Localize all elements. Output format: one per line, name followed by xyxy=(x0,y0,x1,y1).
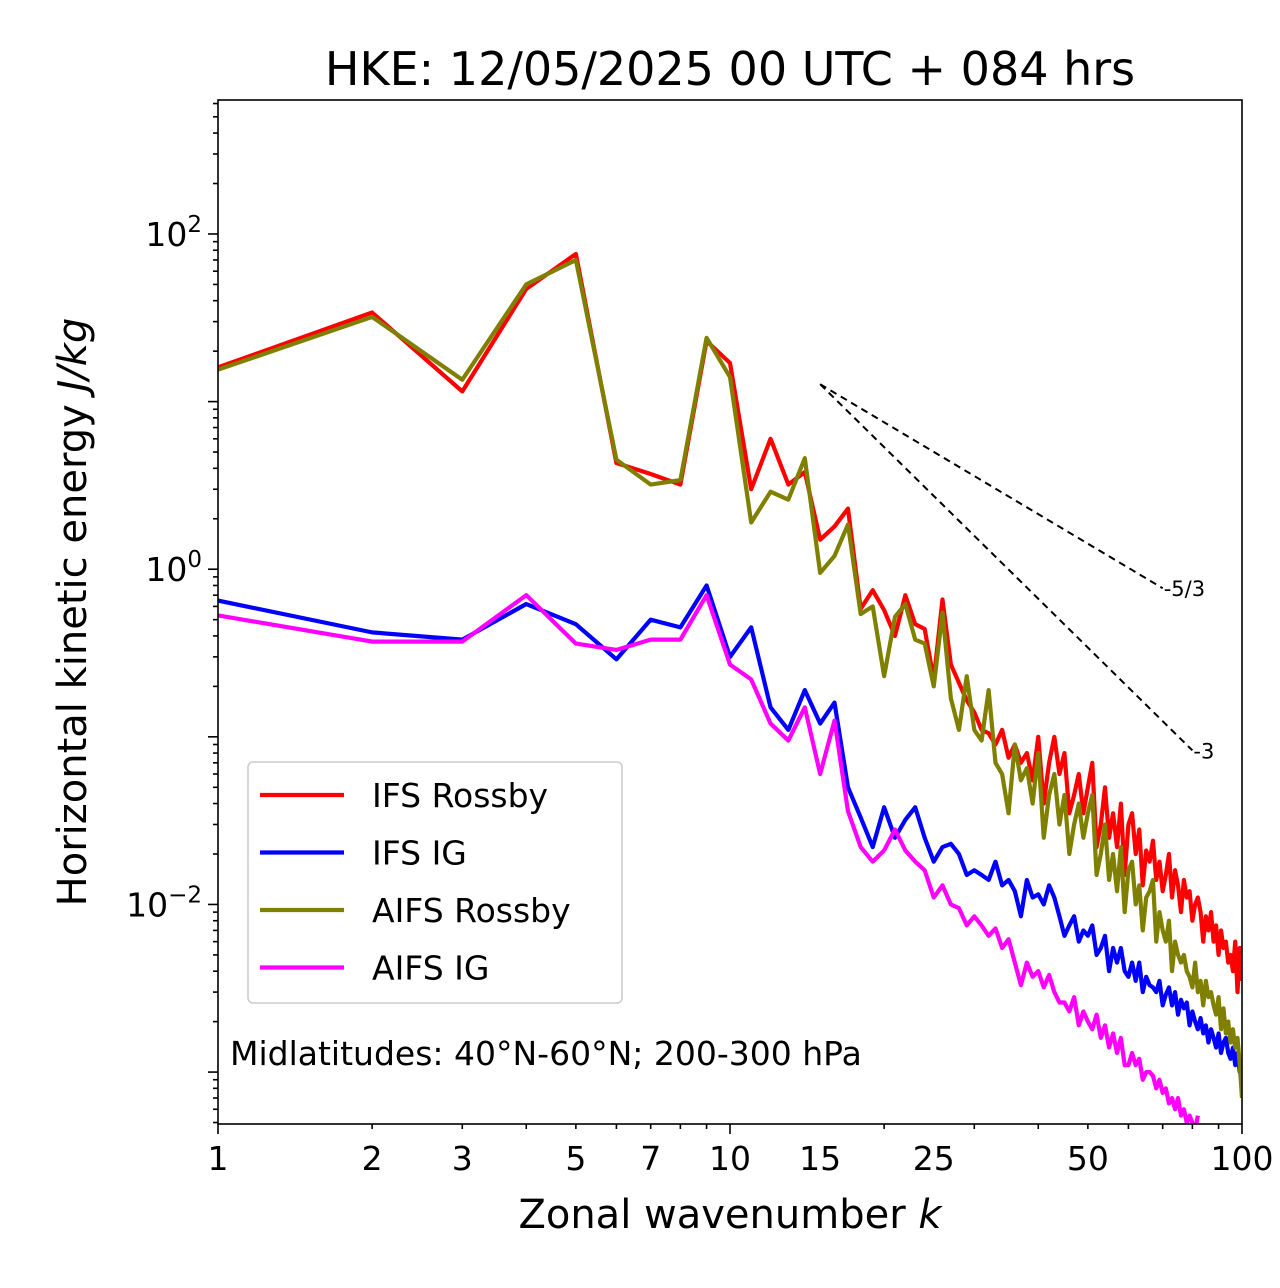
legend-label-4: AIFS IG xyxy=(372,949,489,988)
y-tick-exponent: 0 xyxy=(187,547,202,573)
x-tick-label-1: 1 xyxy=(208,1139,229,1178)
y-axis-label-text: Horizontal kinetic energy xyxy=(50,392,96,907)
y-axis-label-unit: J/kg xyxy=(50,318,96,399)
x-axis: 1 2 3 5 7 10 15 25 50 100 xyxy=(208,1124,1274,1178)
y-tick-exponent: −2 xyxy=(168,882,202,908)
y-tick-base: 10 xyxy=(145,215,187,254)
legend-label-2: IFS IG xyxy=(372,834,467,873)
y-tick-base: 10 xyxy=(126,885,168,924)
x-tick-label-2: 2 xyxy=(362,1139,383,1178)
slope-reference-line-2 xyxy=(819,383,1194,752)
legend: IFS Rossby IFS IG AIFS Rossby AIFS IG xyxy=(247,761,623,1004)
y-axis-label: Horizontal kinetic energy J/kg xyxy=(50,318,96,907)
y-tick-label-3: 102 xyxy=(145,212,202,254)
x-tick-label-7: 15 xyxy=(799,1139,841,1178)
y-tick-base: 10 xyxy=(145,550,187,589)
x-tick-label-5: 7 xyxy=(640,1139,661,1178)
chart-title: HKE: 12/05/2025 00 UTC + 084 hrs xyxy=(325,42,1135,96)
x-axis-label: Zonal wavenumber k xyxy=(518,1192,943,1238)
y-tick-label-2: 100 xyxy=(145,547,202,589)
slope-reference-label-1: -5/3 xyxy=(1164,577,1205,601)
legend-label-3: AIFS Rossby xyxy=(372,891,571,930)
y-tick-exponent: 2 xyxy=(187,212,202,238)
legend-box xyxy=(247,761,623,1004)
series-line-3 xyxy=(218,257,1242,1099)
x-tick-label-10: 100 xyxy=(1211,1139,1274,1178)
x-tick-label-3: 3 xyxy=(452,1139,473,1178)
series-line-2 xyxy=(218,583,1242,1075)
series-line-4 xyxy=(218,593,1200,1124)
legend-label-1: IFS Rossby xyxy=(372,776,548,815)
slope-reference-layer: -5/3 -3 xyxy=(819,383,1214,763)
x-axis-label-text: Zonal wavenumber xyxy=(518,1192,918,1238)
region-annotation: Midlatitudes: 40°N-60°N; 200-300 hPa xyxy=(230,1034,862,1073)
slope-reference-line-1 xyxy=(819,383,1164,590)
x-tick-label-9: 50 xyxy=(1067,1139,1109,1178)
y-tick-label-1: 10−2 xyxy=(126,882,202,924)
slope-reference-label-2: -3 xyxy=(1193,739,1214,763)
series-layer xyxy=(218,251,1242,1124)
x-tick-label-8: 25 xyxy=(913,1139,955,1178)
x-tick-label-6: 10 xyxy=(709,1139,751,1178)
x-axis-label-variable: k xyxy=(918,1192,943,1238)
x-tick-label-4: 5 xyxy=(565,1139,586,1178)
